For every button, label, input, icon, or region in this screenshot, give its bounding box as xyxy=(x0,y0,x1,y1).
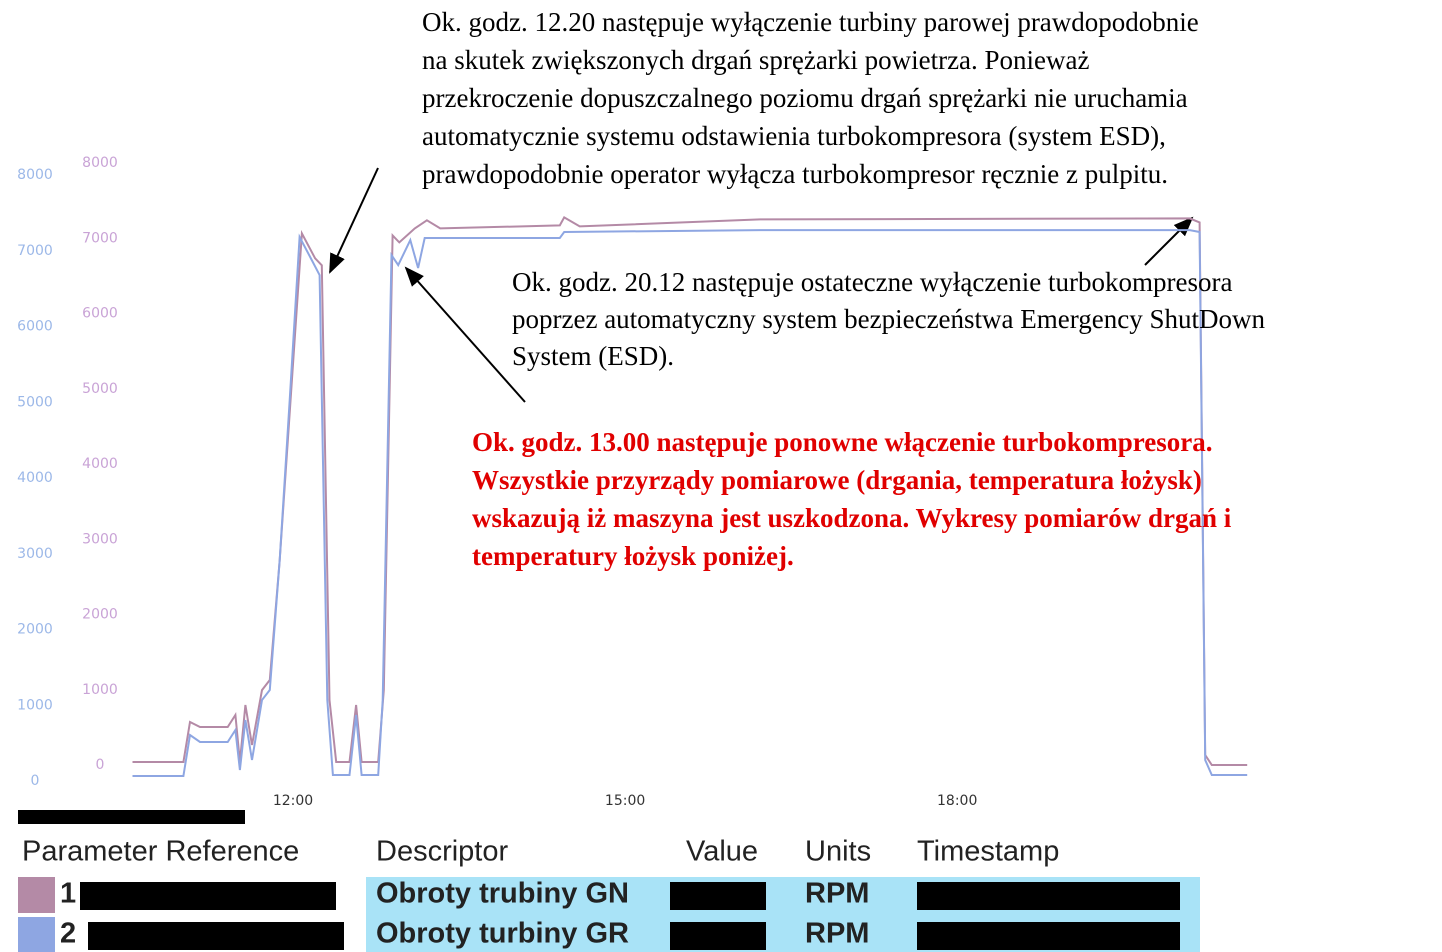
annotation-line: Ok. godz. 12.20 następuje wyłączenie tur… xyxy=(422,7,1199,37)
table-header: Parameter Reference xyxy=(22,836,299,868)
y2-tick-label: 1000 xyxy=(82,682,118,698)
table-header: Units xyxy=(805,836,871,868)
table-header: Timestamp xyxy=(917,836,1059,868)
table-cell: 2 xyxy=(60,918,76,950)
redaction xyxy=(18,810,245,824)
table-cell: Obroty trubiny GN xyxy=(376,878,629,910)
y-tick-label: 2000 xyxy=(17,622,53,638)
y-tick-label: 3000 xyxy=(17,546,53,562)
legend-swatch xyxy=(18,877,55,913)
y-tick-label: 6000 xyxy=(17,319,53,335)
annotation-line: System (ESD). xyxy=(512,341,674,371)
y2-tick-label: 6000 xyxy=(82,306,118,322)
x-tick-label: 12:00 xyxy=(273,793,313,809)
y-tick-label: 5000 xyxy=(17,394,53,410)
table-header: Descriptor xyxy=(376,836,508,868)
y2-tick-label: 7000 xyxy=(82,230,118,246)
y2-tick-label: 8000 xyxy=(82,155,118,171)
table-cell: 1 xyxy=(60,878,76,910)
annotation-line: wskazują iż maszyna jest uszkodzona. Wyk… xyxy=(472,503,1232,533)
table-cell: RPM xyxy=(805,918,869,950)
y2-tick-label: 0 xyxy=(96,757,105,773)
y2-tick-label: 3000 xyxy=(82,531,118,547)
annotation-line: na skutek zwiększonych drgań sprężarki p… xyxy=(422,45,1090,75)
y-tick-label: 0 xyxy=(31,773,40,789)
y-tick-label: 7000 xyxy=(17,243,53,259)
y2-tick-label: 2000 xyxy=(82,607,118,623)
table-cell: Obroty turbiny GR xyxy=(376,918,629,950)
y-tick-label: 8000 xyxy=(17,167,53,183)
y-tick-label: 4000 xyxy=(17,470,53,486)
annotation-line: Ok. godz. 13.00 następuje ponowne włącze… xyxy=(472,427,1213,457)
arrows xyxy=(329,167,1194,403)
y2-tick-label: 4000 xyxy=(82,456,118,472)
series-line xyxy=(132,229,1248,777)
annotation-line: temperatury łożysk poniżej. xyxy=(472,541,794,571)
x-tick-label: 18:00 xyxy=(937,793,977,809)
table-cell: RPM xyxy=(805,878,869,910)
annotation-line: prawdopodobnie operator wyłącza turbokom… xyxy=(422,159,1168,189)
x-tick-label: 15:00 xyxy=(605,793,645,809)
redactions xyxy=(80,882,1180,950)
annotation-line: przekroczenie dopuszczalnego poziomu drg… xyxy=(422,83,1188,113)
table-header: Value xyxy=(686,836,758,868)
annotation-line: automatycznie systemu odstawienia turbok… xyxy=(422,121,1166,151)
annotation-line: poprzez automatyczny system bezpieczeńst… xyxy=(512,304,1265,334)
legend-swatch xyxy=(18,917,55,952)
annotation-line: Wszystkie przyrządy pomiarowe (drgania, … xyxy=(472,465,1202,495)
annotation-line: Ok. godz. 20.12 następuje ostateczne wył… xyxy=(512,267,1233,297)
y-tick-label: 1000 xyxy=(17,697,53,713)
y2-tick-label: 5000 xyxy=(82,381,118,397)
